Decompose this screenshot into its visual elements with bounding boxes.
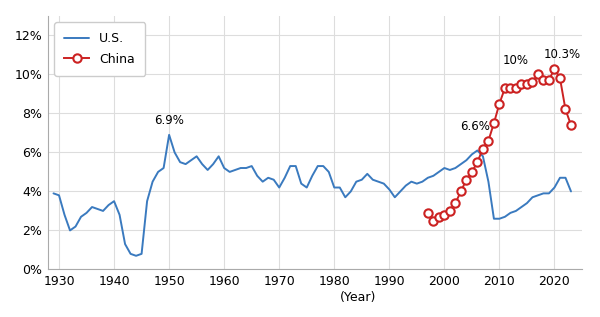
China [529,80,536,84]
China [568,123,575,127]
China [551,67,558,70]
U.S. [413,182,421,185]
U.S. [424,176,431,180]
China [441,213,448,217]
Text: 6.6%: 6.6% [460,120,490,133]
Text: 10%: 10% [503,54,529,67]
China [512,86,520,90]
China [540,78,547,82]
U.S. [166,133,173,137]
China [435,215,442,219]
China [430,219,437,223]
U.S. [441,166,448,170]
China [446,209,454,213]
China [457,190,464,193]
China [485,139,492,143]
U.S. [149,180,156,184]
Text: (Year): (Year) [340,291,376,304]
China [468,170,475,174]
China [490,121,497,125]
Text: 6.9%: 6.9% [154,114,184,127]
China [545,78,553,82]
China [556,76,563,80]
China [463,178,470,182]
China [507,86,514,90]
China [502,86,509,90]
China [523,82,530,86]
China [474,160,481,164]
U.S. [568,190,575,193]
U.S. [446,168,454,172]
U.S. [50,191,57,195]
U.S. [72,225,79,229]
China [452,201,459,205]
Line: China: China [424,64,575,225]
Text: 10.3%: 10.3% [544,48,581,61]
China [496,102,503,106]
U.S. [133,254,140,258]
Legend: U.S., China: U.S., China [54,22,145,75]
China [535,73,542,76]
China [479,146,487,150]
China [518,82,525,86]
Line: U.S.: U.S. [53,135,571,256]
China [424,211,431,215]
China [562,107,569,111]
